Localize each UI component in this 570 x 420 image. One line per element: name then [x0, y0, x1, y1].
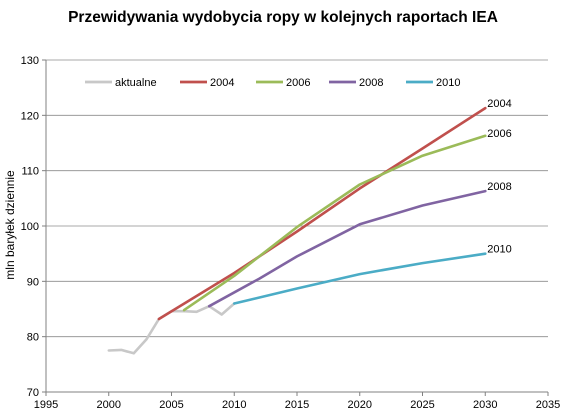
series-line-2008 [207, 189, 487, 308]
y-tick-label-130: 130 [21, 55, 39, 67]
legend: aktualne 2004 2006 2008 2010 [85, 77, 460, 89]
x-tick-label-2000: 2000 [97, 399, 121, 411]
end-label-2006: 2006 [487, 128, 511, 140]
x-tick-label-2025: 2025 [410, 399, 434, 411]
legend-label-aktualne: aktualne [115, 77, 157, 89]
legend-label-2008: 2008 [359, 77, 383, 89]
series-end-labels: 2004 2006 2008 2010 [487, 98, 511, 256]
x-tick-label-2035: 2035 [536, 399, 560, 411]
axes: 70 80 90 100 110 120 130 1995 2000 2005 2010 2015 20… [21, 55, 561, 411]
y-tick-label-100: 100 [21, 221, 39, 233]
y-tick-label-120: 120 [21, 110, 39, 122]
y-tick-label-70: 70 [27, 387, 39, 399]
legend-label-2006: 2006 [286, 77, 310, 89]
end-label-2010: 2010 [487, 244, 511, 256]
y-tick-label-80: 80 [27, 332, 39, 344]
y-axis-label: mln baryłek dziennie [3, 170, 17, 280]
x-tick-label-2015: 2015 [285, 399, 309, 411]
x-tick-label-2010: 2010 [222, 399, 246, 411]
end-label-2004: 2004 [487, 98, 511, 110]
x-tick-label-2005: 2005 [159, 399, 183, 411]
chart-title: Przewidywania wydobycia ropy w kolejnych… [68, 9, 498, 26]
legend-label-2004: 2004 [210, 77, 234, 89]
series-line-2004 [157, 106, 487, 321]
x-tick-label-2020: 2020 [348, 399, 372, 411]
legend-label-2010: 2010 [436, 77, 460, 89]
series-lines [107, 106, 487, 355]
y-tick-label-90: 90 [27, 276, 39, 288]
gridlines [46, 59, 548, 338]
x-tick-label-1995: 1995 [34, 399, 58, 411]
y-tick-label-110: 110 [21, 166, 39, 178]
series-line-2006 [182, 134, 487, 312]
series-line-2010 [233, 252, 487, 305]
x-tick-label-2030: 2030 [473, 399, 497, 411]
end-label-2008: 2008 [487, 181, 511, 193]
